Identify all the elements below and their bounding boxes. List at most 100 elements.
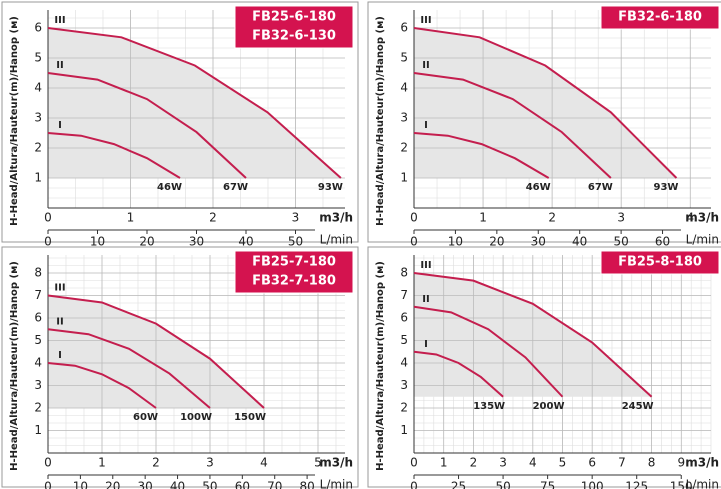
- title-box: [234, 250, 354, 294]
- pump-curve: [47, 72, 247, 179]
- y-tick-label: 8: [34, 266, 42, 280]
- x2-tick-label: 40: [238, 235, 253, 249]
- x-tick-label: 2: [548, 211, 556, 225]
- pump-curve: [47, 27, 342, 179]
- curve-speed-label: I: [424, 339, 428, 350]
- curve-power-label: 93W: [318, 182, 343, 193]
- x2-tick-label: 20: [105, 480, 120, 489]
- curve-speed-label: I: [58, 120, 62, 131]
- y-tick-label: 2: [34, 401, 42, 415]
- x2-tick-label: 150: [670, 480, 693, 489]
- y-tick-label: 6: [400, 21, 408, 35]
- x-tick-label: 3: [617, 211, 625, 225]
- x2-tick-label: 50: [288, 235, 303, 249]
- y-tick-label: 2: [400, 141, 408, 155]
- y-tick-label: 7: [400, 288, 408, 302]
- pump-curve: [413, 27, 678, 179]
- y-tick-label: 4: [400, 81, 408, 95]
- x2-tick-label: 40: [572, 235, 587, 249]
- x-axis-label: m3/h: [685, 211, 719, 225]
- curve-speed-label: II: [56, 60, 63, 71]
- x2-tick-label: 30: [531, 235, 546, 249]
- y-tick-label: 6: [34, 311, 42, 325]
- x2-tick-label: 20: [489, 235, 504, 249]
- pump-curve: [47, 362, 157, 409]
- x-tick-label: 1: [440, 456, 448, 470]
- y-axis-label: H-Head/Altura/Hauteur(m)/Hanop (м): [375, 261, 386, 471]
- pump-curve: [413, 305, 564, 398]
- chart-title: FB25-6-180: [252, 10, 336, 25]
- x2-tick-label: 30: [189, 235, 204, 249]
- curve-power-label: 46W: [157, 182, 182, 193]
- curve-power-label: 135W: [473, 401, 505, 412]
- panel-border: [1, 1, 359, 243]
- y-tick-label: 1: [34, 423, 42, 437]
- x2-tick-label: 70: [267, 480, 282, 489]
- curve-power-label: 46W: [526, 182, 551, 193]
- x2-tick-label: 50: [495, 480, 510, 489]
- x-tick-label: 7: [618, 456, 626, 470]
- x2-tick-label: 20: [139, 235, 154, 249]
- x-axis-label: m3/h: [319, 456, 353, 470]
- x2-tick-label: 50: [613, 235, 628, 249]
- x-tick-label: 3: [292, 211, 300, 225]
- x2-tick-label: 75: [540, 480, 555, 489]
- y-tick-label: 4: [34, 356, 42, 370]
- x-tick-label: 1: [98, 456, 106, 470]
- x-tick-label: 9: [677, 456, 685, 470]
- x-tick-label: 5: [559, 456, 567, 470]
- x-tick-label: 1: [127, 211, 135, 225]
- curve-speed-label: II: [422, 294, 429, 305]
- curve-speed-label: II: [422, 60, 429, 71]
- y-tick-label: 5: [34, 51, 42, 65]
- panel-border: [367, 246, 721, 488]
- x2-tick-label: 60: [235, 480, 250, 489]
- chart-title: FB25-8-180: [618, 255, 702, 270]
- pump-curve: [47, 132, 181, 179]
- curve-speed-label: III: [54, 283, 65, 294]
- pump-curve: [413, 132, 550, 179]
- y-tick-label: 3: [34, 378, 42, 392]
- x2-tick-label: 25: [451, 480, 466, 489]
- x-axis-label: m3/h: [685, 456, 719, 470]
- title-box: [234, 5, 354, 49]
- x-axis-label: m3/h: [319, 211, 353, 225]
- curve-speed-label: I: [58, 350, 62, 361]
- x2-tick-label: 40: [170, 480, 185, 489]
- x2-tick-label: 125: [625, 480, 648, 489]
- x2-tick-label: 30: [138, 480, 153, 489]
- x2-axis-label: L/min: [320, 233, 353, 247]
- x2-tick-label: 0: [410, 480, 418, 489]
- curve-speed-label: III: [420, 15, 431, 26]
- curve-power-label: 150W: [234, 412, 266, 423]
- y-tick-label: 6: [34, 21, 42, 35]
- y-tick-label: 5: [400, 333, 408, 347]
- x2-tick-label: 10: [90, 235, 105, 249]
- curve-power-label: 67W: [588, 182, 613, 193]
- y-tick-label: 2: [400, 401, 408, 415]
- y-tick-label: 5: [34, 333, 42, 347]
- y-tick-label: 3: [34, 111, 42, 125]
- x-tick-label: 4: [529, 456, 537, 470]
- x-tick-label: 6: [588, 456, 596, 470]
- y-tick-label: 6: [400, 311, 408, 325]
- y-tick-label: 1: [400, 423, 408, 437]
- curve-power-label: 67W: [223, 182, 248, 193]
- shaded-area: [48, 28, 341, 178]
- curve-power-label: 245W: [622, 401, 654, 412]
- title-box: [600, 5, 720, 30]
- x2-axis-label: L/min: [686, 478, 719, 489]
- y-tick-label: 8: [400, 266, 408, 280]
- curve-speed-label: I: [424, 120, 428, 131]
- x2-tick-label: 100: [581, 480, 604, 489]
- pump-curve: [413, 272, 653, 398]
- y-tick-label: 4: [400, 356, 408, 370]
- curve-speed-label: II: [56, 316, 63, 327]
- panel-border: [367, 1, 721, 243]
- y-axis-label: H-Head/Altura/Hauteur(m)/Hanop (м): [9, 16, 20, 226]
- x2-axis-label: L/min: [686, 233, 719, 247]
- panel-border: [1, 246, 359, 488]
- chart-title: FB32-6-130: [252, 29, 336, 44]
- y-tick-label: 1: [400, 171, 408, 185]
- pump-curve: [47, 294, 265, 409]
